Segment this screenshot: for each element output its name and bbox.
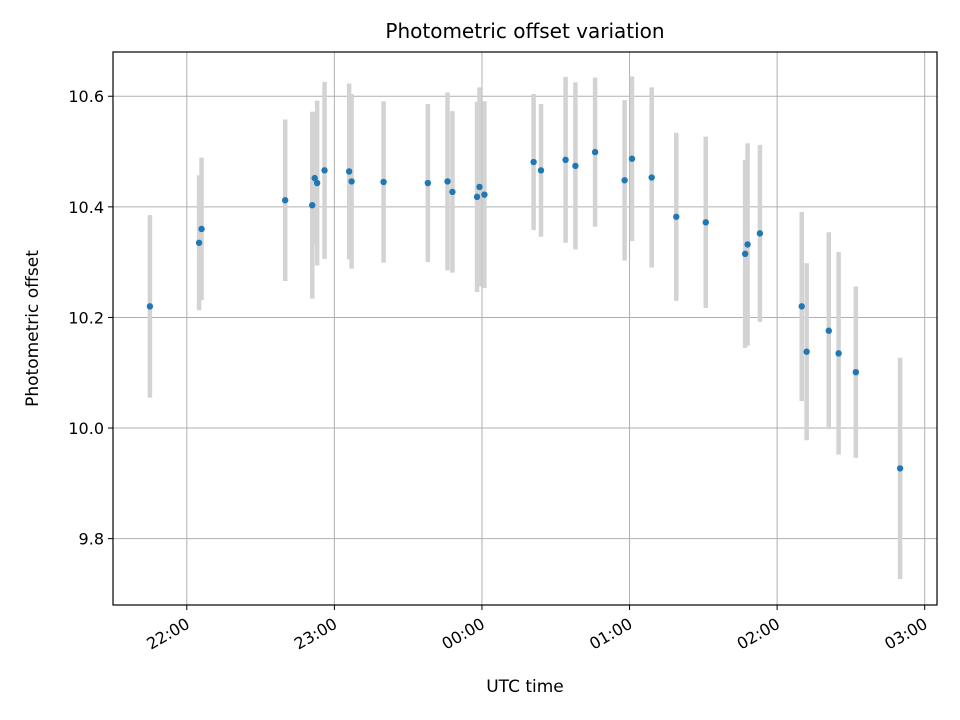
data-point [744, 241, 751, 248]
data-point [896, 465, 904, 472]
data-point [444, 178, 451, 185]
data-point [803, 348, 810, 355]
y-tick-label: 10.4 [68, 198, 104, 217]
data-point [195, 239, 203, 246]
data-point [673, 213, 680, 220]
data-point [537, 167, 545, 174]
data-point [648, 174, 655, 181]
data-point [702, 219, 709, 226]
y-axis-label: Photometric offset [23, 250, 43, 407]
data-point [311, 174, 318, 182]
grid [113, 52, 937, 605]
data-point [309, 201, 316, 209]
data-point [348, 178, 355, 185]
data-point [530, 158, 537, 166]
data-point [628, 155, 636, 162]
data-point [741, 250, 749, 258]
data-point [313, 179, 321, 187]
data-point [281, 197, 289, 204]
data-point [621, 177, 628, 184]
data-point [476, 183, 483, 191]
data-point [321, 167, 328, 174]
y-tick-label: 9.8 [79, 530, 104, 549]
x-axis-label: UTC time [486, 677, 564, 697]
y-tick-label: 10.6 [68, 87, 104, 106]
data-point [852, 368, 860, 376]
data-point [198, 225, 205, 233]
plot-frame [112, 51, 938, 606]
data-point [473, 193, 481, 201]
data-point [835, 350, 842, 357]
data-point [345, 168, 353, 175]
data-point [798, 303, 805, 310]
data-point [825, 327, 832, 334]
data-point [756, 230, 764, 237]
data-point [449, 188, 456, 196]
data-points [146, 148, 904, 472]
y-tick-label: 10.2 [68, 308, 104, 327]
data-point [424, 179, 432, 187]
data-point [380, 178, 387, 186]
data-point [591, 148, 599, 156]
data-point [146, 303, 154, 310]
data-point [572, 162, 579, 170]
data-point [562, 156, 569, 164]
chart-title: Photometric offset variation [385, 19, 664, 43]
data-point [481, 191, 488, 198]
y-tick-label: 10.0 [68, 419, 104, 438]
